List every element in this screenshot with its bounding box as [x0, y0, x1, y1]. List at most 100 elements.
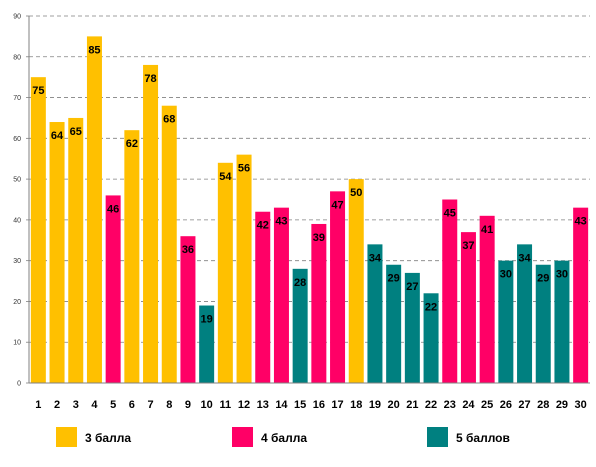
- bar: [217, 162, 233, 383]
- bar: [573, 207, 589, 383]
- legend-label: 5 баллов: [456, 431, 510, 445]
- bar: [517, 244, 533, 383]
- bar: [554, 260, 570, 383]
- data-label: 22: [425, 301, 437, 313]
- data-label: 78: [144, 73, 156, 85]
- x-tick-label: 6: [129, 399, 135, 411]
- bar: [460, 232, 476, 383]
- bar: [348, 179, 364, 383]
- bar: [292, 268, 308, 383]
- x-tick-label: 14: [275, 399, 288, 411]
- data-label: 47: [331, 199, 343, 211]
- data-label: 75: [32, 85, 44, 97]
- data-label: 34: [518, 252, 531, 264]
- data-label: 50: [350, 187, 362, 199]
- data-label: 29: [388, 273, 400, 285]
- data-label: 56: [238, 163, 250, 175]
- x-tick-label: 18: [350, 399, 362, 411]
- y-axis: 0 10 20 30 40 50 60 70 80 90: [13, 14, 30, 388]
- x-tick-label: 27: [518, 399, 530, 411]
- bar: [535, 264, 551, 383]
- data-label: 43: [275, 216, 287, 228]
- bar: [404, 272, 420, 383]
- x-tick-label: 9: [185, 399, 191, 411]
- data-label: 28: [294, 277, 306, 289]
- x-tick-label: 2: [54, 399, 60, 411]
- bar: [68, 117, 84, 383]
- y-tick-label: 0: [17, 381, 21, 388]
- x-tick-label: 12: [238, 399, 250, 411]
- bar: [442, 199, 458, 383]
- y-tick-label: 90: [13, 14, 21, 21]
- x-tick-label: 13: [257, 399, 269, 411]
- bar: [311, 223, 327, 383]
- y-tick-label: 50: [13, 177, 21, 184]
- bar: [386, 264, 402, 383]
- x-tick-label: 19: [369, 399, 381, 411]
- data-label: 54: [219, 171, 232, 183]
- bar: [255, 211, 271, 383]
- bar: [161, 105, 177, 383]
- x-tick-label: 11: [220, 399, 232, 411]
- x-tick-label: 22: [425, 399, 437, 411]
- data-label: 34: [369, 252, 382, 264]
- data-label: 62: [126, 138, 138, 150]
- x-tick-label: 8: [166, 399, 172, 411]
- data-label: 42: [257, 220, 269, 232]
- bar: [124, 130, 140, 383]
- data-label: 37: [462, 240, 474, 252]
- data-label: 68: [163, 114, 175, 126]
- data-label: 45: [444, 208, 456, 220]
- bar: [143, 64, 159, 383]
- legend-label: 3 балла: [85, 431, 131, 445]
- x-tick-label: 17: [331, 399, 343, 411]
- x-tick-label: 16: [313, 399, 325, 411]
- x-tick-label: 3: [73, 399, 79, 411]
- bar: [86, 36, 102, 384]
- y-tick-label: 80: [13, 54, 21, 61]
- data-label: 19: [201, 314, 213, 326]
- bar: [330, 191, 346, 383]
- data-label: 64: [51, 130, 64, 142]
- legend-swatch: [427, 427, 448, 447]
- bar: [479, 215, 495, 383]
- y-tick-label: 60: [13, 136, 21, 143]
- data-label: 27: [406, 281, 418, 293]
- x-tick-label: 25: [481, 399, 493, 411]
- bar: [423, 293, 439, 383]
- x-tick-label: 1: [35, 399, 41, 411]
- data-label: 36: [182, 244, 194, 256]
- x-tick-label: 10: [201, 399, 213, 411]
- x-tick-label: 30: [575, 399, 587, 411]
- x-tick-label: 24: [462, 399, 475, 411]
- legend-label: 4 балла: [261, 431, 307, 445]
- data-label: 85: [88, 44, 100, 56]
- bar: [367, 244, 383, 383]
- data-label: 39: [313, 232, 325, 244]
- bar: [30, 77, 46, 384]
- x-tick-label: 29: [556, 399, 568, 411]
- legend-swatch: [232, 427, 253, 447]
- x-tick-label: 4: [91, 399, 98, 411]
- data-label: 43: [575, 216, 587, 228]
- x-tick-label: 23: [444, 399, 456, 411]
- y-tick-label: 30: [13, 258, 21, 265]
- data-label: 30: [500, 269, 512, 281]
- data-label: 41: [481, 224, 493, 236]
- bar: [236, 154, 252, 383]
- bar: [199, 305, 215, 383]
- data-label: 29: [537, 273, 549, 285]
- x-tick-label: 7: [147, 399, 153, 411]
- y-tick-label: 70: [13, 95, 21, 102]
- legend-swatch: [56, 427, 77, 447]
- gridlines: [29, 15, 590, 343]
- bar: [498, 260, 514, 383]
- x-tick-label: 5: [110, 399, 116, 411]
- data-label: 30: [556, 269, 568, 281]
- data-label: 65: [70, 126, 82, 138]
- y-tick-label: 40: [13, 217, 21, 224]
- bar: [105, 195, 121, 383]
- x-tick-label: 26: [500, 399, 512, 411]
- x-tick-label: 20: [388, 399, 400, 411]
